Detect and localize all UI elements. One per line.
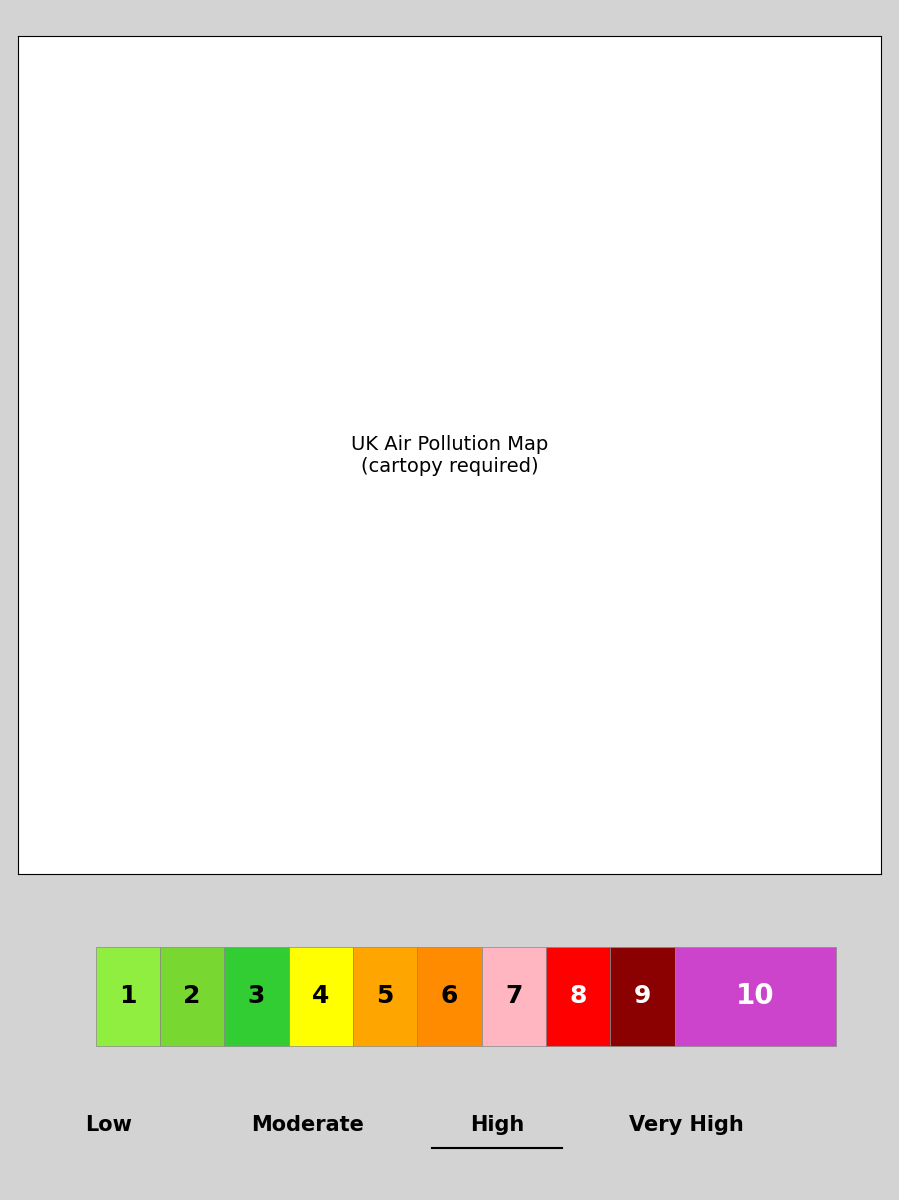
FancyBboxPatch shape bbox=[482, 947, 546, 1046]
Text: Low: Low bbox=[85, 1115, 132, 1135]
FancyBboxPatch shape bbox=[353, 947, 417, 1046]
FancyBboxPatch shape bbox=[289, 947, 353, 1046]
Text: 10: 10 bbox=[735, 983, 774, 1010]
Text: 8: 8 bbox=[569, 984, 587, 1008]
Text: 3: 3 bbox=[248, 984, 265, 1008]
Text: Very High: Very High bbox=[629, 1115, 744, 1135]
Text: 9: 9 bbox=[634, 984, 651, 1008]
FancyBboxPatch shape bbox=[546, 947, 610, 1046]
Text: 1: 1 bbox=[119, 984, 137, 1008]
FancyBboxPatch shape bbox=[225, 947, 289, 1046]
Text: 4: 4 bbox=[312, 984, 330, 1008]
Text: Moderate: Moderate bbox=[251, 1115, 363, 1135]
Text: High: High bbox=[470, 1115, 524, 1135]
Text: UK Air Pollution Map
(cartopy required): UK Air Pollution Map (cartopy required) bbox=[351, 434, 548, 475]
Text: 7: 7 bbox=[505, 984, 522, 1008]
FancyBboxPatch shape bbox=[417, 947, 482, 1046]
Text: 6: 6 bbox=[441, 984, 458, 1008]
Text: 2: 2 bbox=[183, 984, 200, 1008]
FancyBboxPatch shape bbox=[160, 947, 225, 1046]
FancyBboxPatch shape bbox=[95, 947, 160, 1046]
FancyBboxPatch shape bbox=[610, 947, 674, 1046]
Text: 5: 5 bbox=[377, 984, 394, 1008]
FancyBboxPatch shape bbox=[674, 947, 835, 1046]
